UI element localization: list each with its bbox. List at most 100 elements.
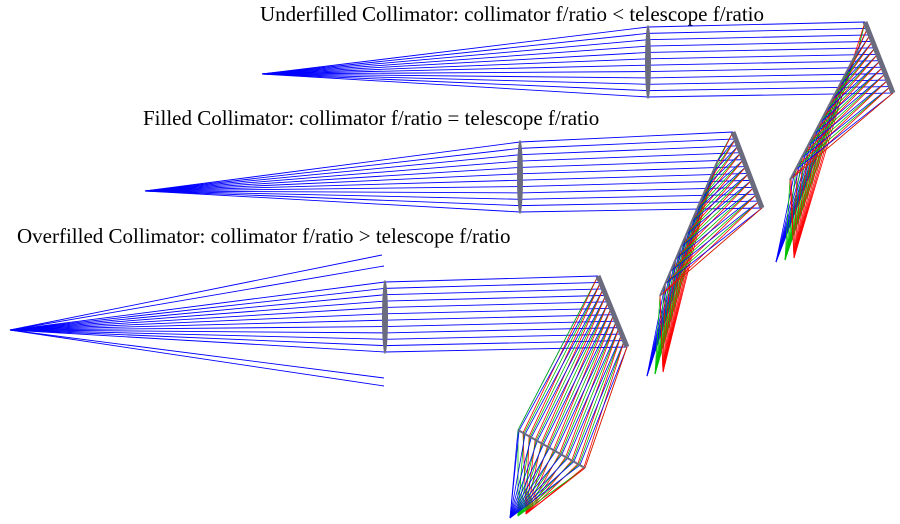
focused-ray	[775, 158, 802, 263]
collimated-ray	[647, 53, 878, 60]
converging-ray	[9, 326, 386, 331]
collimated-ray	[647, 79, 888, 85]
underfilled-caption: Underfilled Collimator: collimator f/rat…	[260, 2, 765, 26]
dispersed-ray	[696, 166, 747, 210]
converging-ray	[144, 160, 521, 192]
dispersed-ray	[795, 86, 891, 169]
converging-ray	[144, 190, 521, 194]
converging-ray	[9, 287, 386, 331]
dispersed-ray	[573, 340, 625, 462]
collimated-ray	[519, 159, 744, 168]
overfill-edge-ray	[9, 265, 385, 331]
dispersed-ray	[701, 145, 739, 198]
dispersed-ray	[561, 327, 620, 455]
dispersed-ray	[548, 308, 612, 448]
focused-ray	[662, 258, 677, 373]
overfill-edge-ray	[9, 329, 385, 387]
collimated-ray	[647, 47, 876, 53]
collimator-lens	[517, 140, 523, 214]
converging-ray	[261, 52, 649, 75]
dispersed-ray	[696, 152, 742, 210]
focused-ray	[662, 184, 708, 373]
focused-ray	[509, 461, 575, 519]
dispersed-ray	[796, 79, 889, 167]
filled-system	[144, 131, 765, 377]
dispersed-ray	[834, 41, 873, 96]
dispersed-ray	[670, 186, 755, 272]
focused-ray	[789, 179, 795, 259]
collimated-ray	[647, 28, 868, 34]
dispersed-ray	[566, 327, 620, 458]
dispersed-ray	[852, 21, 866, 60]
converging-ray	[261, 58, 649, 75]
dispersed-ray	[691, 166, 747, 223]
focused-ray	[509, 451, 556, 519]
focused-ray	[793, 71, 848, 259]
converging-ray	[261, 71, 649, 75]
converging-ray	[9, 281, 386, 331]
collimated-ray	[384, 275, 599, 283]
focused-ray	[784, 144, 809, 261]
collimated-ray	[519, 166, 747, 175]
grating	[862, 21, 896, 94]
dispersed-ray	[794, 92, 894, 171]
focused-ray	[509, 440, 538, 519]
focused-ray	[662, 283, 666, 373]
dispersed-ray	[807, 79, 889, 147]
converging-ray	[144, 147, 521, 192]
dispersed-ray	[555, 321, 617, 452]
focused-ray	[784, 179, 791, 261]
converging-ray	[144, 141, 521, 192]
focused-ray	[775, 170, 796, 263]
dispersed-ray	[675, 186, 755, 260]
focused-ray	[509, 433, 526, 519]
converging-ray	[261, 73, 649, 92]
dispersed-ray	[826, 54, 879, 110]
dispersed-ray	[707, 138, 736, 185]
focused-ray	[509, 430, 520, 519]
dispersed-ray	[528, 282, 601, 437]
dispersed-ray	[680, 186, 755, 247]
collimated-ray	[384, 301, 609, 308]
dispersed-ray	[814, 66, 884, 134]
converging-ray	[261, 73, 649, 79]
dispersed-ray	[789, 92, 894, 181]
filled-caption: Filled Collimator: collimator f/ratio = …	[143, 106, 600, 130]
converging-ray	[9, 300, 386, 331]
converging-ray	[144, 190, 521, 200]
collimated-ray	[384, 314, 614, 321]
collimated-ray	[519, 186, 755, 194]
focused-ray	[509, 454, 563, 519]
converging-ray	[9, 329, 386, 334]
dispersed-ray	[554, 314, 615, 451]
dispersed-ray	[825, 60, 881, 112]
collimated-ray	[384, 340, 625, 347]
focused-ray	[525, 467, 586, 515]
camera-lens	[659, 159, 719, 297]
camera-rays	[509, 275, 628, 519]
focused-ray	[509, 444, 544, 519]
focused-ray	[793, 142, 811, 259]
dispersed-ray	[680, 173, 750, 247]
camera-lens	[789, 49, 859, 181]
focused-ray	[509, 464, 581, 519]
dispersed-ray	[578, 340, 625, 465]
converging-ray	[261, 64, 649, 75]
converging-ray	[9, 313, 386, 331]
dispersed-ray	[712, 145, 739, 173]
dispersed-ray	[665, 200, 760, 284]
dispersed-ray	[707, 152, 742, 186]
dispersed-ray	[691, 173, 750, 223]
dispersed-ray	[809, 66, 884, 143]
dispersed-ray	[686, 180, 752, 235]
dispersed-ray	[523, 282, 601, 434]
focused-ray	[662, 233, 687, 373]
dispersed-ray	[522, 275, 599, 434]
dispersed-ray	[670, 200, 760, 272]
converging-ray	[9, 329, 386, 340]
dispersed-ray	[790, 86, 891, 179]
dispersed-ray	[813, 73, 886, 136]
converging-ray	[261, 39, 649, 75]
dispersed-ray	[717, 138, 736, 161]
focused-ray	[646, 271, 671, 377]
